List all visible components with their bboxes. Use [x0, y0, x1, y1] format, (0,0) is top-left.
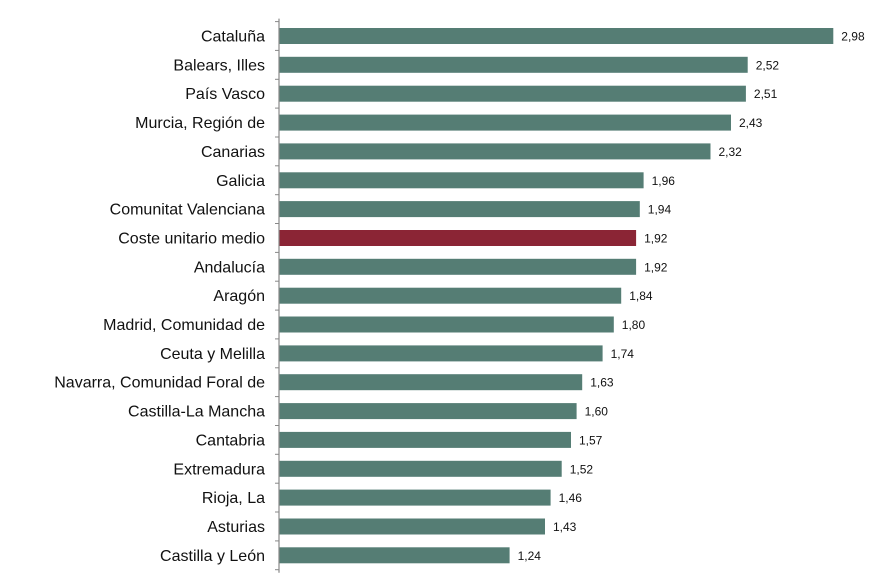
- bar: [279, 85, 746, 102]
- value-label: 1,96: [652, 174, 676, 188]
- bar: [279, 114, 731, 131]
- value-label: 2,32: [719, 145, 743, 159]
- value-label: 1,24: [518, 549, 542, 563]
- bar: [279, 489, 551, 506]
- value-labels-group: 2,98 2,52 2,51 2,43 2,32 1,96 1,94 1,92 1,92 1,84…: [518, 30, 865, 563]
- bars-group: [279, 28, 834, 564]
- bar: [279, 230, 637, 246]
- category-labels-group: Cataluña Balears, Illes País Vasco Murcia, …: [54, 29, 265, 565]
- bar: [279, 287, 622, 304]
- value-label: 1,60: [585, 405, 609, 419]
- category-label: País Vasco: [185, 86, 265, 103]
- category-label: Castilla y León: [160, 548, 265, 565]
- value-label: 1,92: [644, 260, 668, 274]
- value-label: 1,74: [611, 347, 635, 361]
- category-label: Murcia, Región de: [135, 115, 265, 132]
- bar: [279, 201, 640, 218]
- value-label: 2,52: [756, 58, 780, 72]
- category-label: Aragón: [213, 288, 265, 305]
- bar: [279, 258, 637, 275]
- bar: [279, 431, 571, 448]
- value-label: 1,84: [629, 289, 653, 303]
- value-label: 2,98: [841, 30, 865, 44]
- category-label: Navarra, Comunidad Foral de: [54, 375, 265, 392]
- category-label: Cantabria: [196, 432, 265, 449]
- value-label: 1,57: [579, 433, 603, 447]
- bar: [279, 374, 583, 391]
- value-label: 1,80: [622, 318, 646, 332]
- bar: [279, 345, 603, 362]
- bar: [279, 460, 562, 477]
- y-axis: [275, 18, 280, 573]
- category-label: Extremadura: [173, 461, 265, 478]
- bar: [279, 547, 510, 564]
- category-label: Galicia: [216, 173, 265, 190]
- category-label: Madrid, Comunidad de: [103, 317, 265, 334]
- value-label: 1,52: [570, 462, 594, 476]
- value-label: 2,43: [739, 116, 763, 130]
- category-label: Balears, Illes: [173, 57, 265, 74]
- category-label: Comunitat Valenciana: [110, 202, 265, 219]
- bar: [279, 316, 614, 333]
- value-label: 1,92: [644, 232, 668, 246]
- value-label: 1,63: [590, 376, 614, 390]
- value-label: 1,94: [648, 203, 672, 217]
- bar: [279, 28, 834, 44]
- bar: [279, 403, 577, 420]
- value-label: 1,43: [553, 520, 577, 534]
- category-label: Castilla-La Mancha: [128, 404, 265, 421]
- category-label: Asturias: [207, 519, 265, 536]
- category-label: Rioja, La: [202, 490, 265, 507]
- category-label: Andalucía: [194, 259, 265, 276]
- bar: [279, 518, 545, 535]
- value-label: 1,46: [559, 491, 583, 505]
- category-label: Cataluña: [201, 29, 265, 46]
- bar: [279, 172, 644, 189]
- category-label: Ceuta y Melilla: [160, 346, 265, 363]
- bar: [279, 143, 711, 160]
- bar: [279, 56, 748, 73]
- category-label: Canarias: [201, 144, 265, 161]
- value-label: 2,51: [754, 87, 778, 101]
- category-label: Coste unitario medio: [118, 231, 265, 248]
